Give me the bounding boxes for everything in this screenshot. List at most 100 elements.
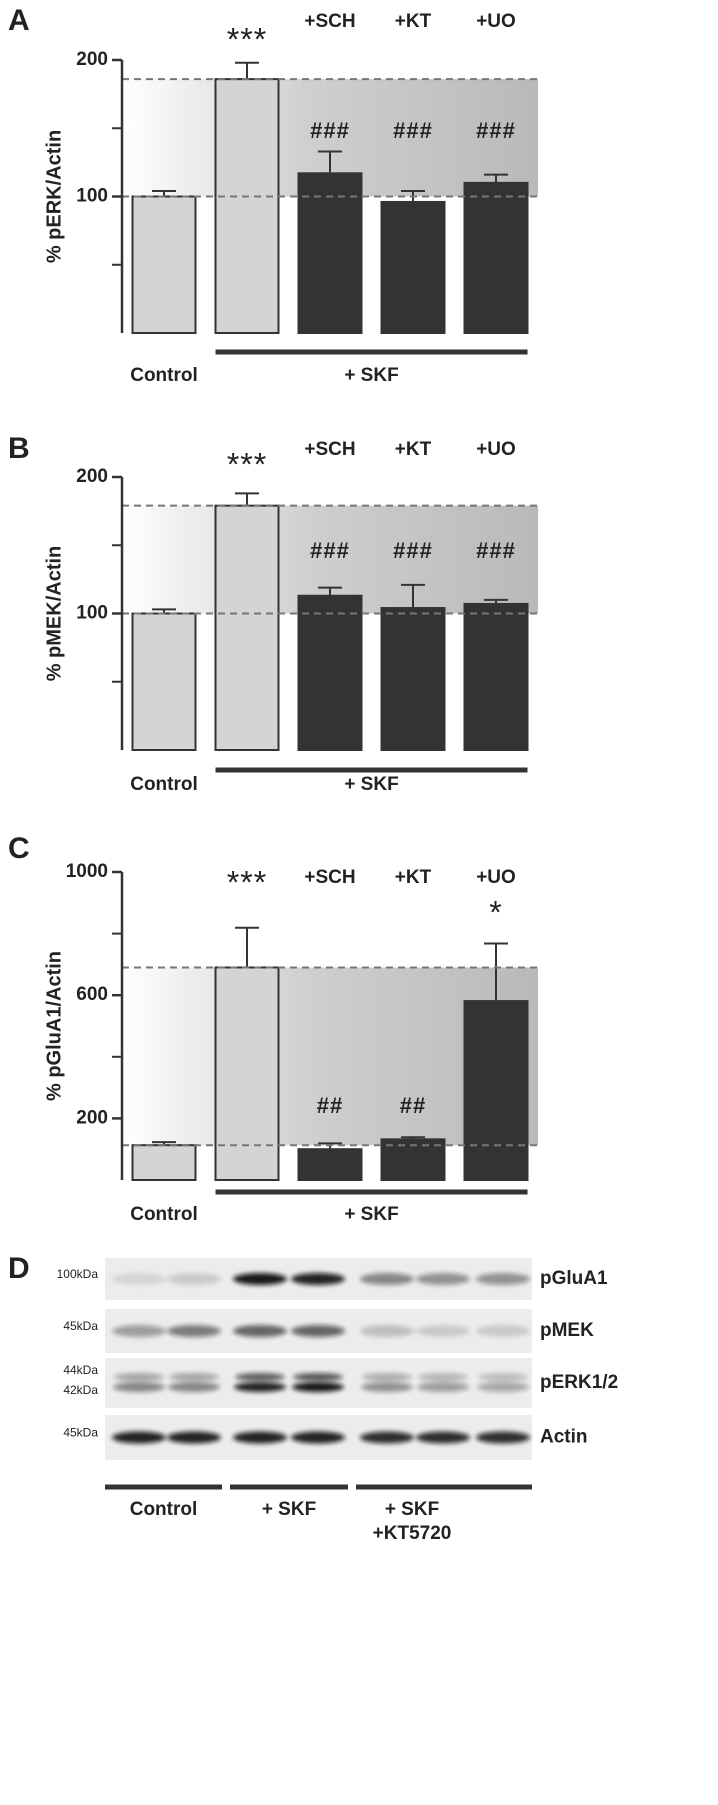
y-tick-label: 100: [76, 603, 108, 624]
bar: [297, 172, 363, 334]
x-label: Control: [130, 365, 198, 386]
blot-band: [361, 1382, 413, 1392]
blot-band: [291, 1431, 345, 1444]
blot-band: [168, 1382, 220, 1392]
y-tick-label: 1000: [66, 861, 108, 882]
blot-band: [476, 1431, 530, 1444]
blot-band: [416, 1325, 470, 1337]
blot-band: [291, 1325, 345, 1337]
group-label: Control: [130, 1499, 198, 1520]
bar: [297, 594, 363, 751]
blot-band: [360, 1273, 414, 1285]
error-bar: [235, 926, 259, 968]
blot-band: [416, 1273, 470, 1285]
bar: [214, 78, 280, 334]
blot-band: [477, 1382, 529, 1392]
significance-label: ***: [227, 446, 267, 482]
column-label: +UO: [476, 11, 516, 32]
group-label: +KT5720: [373, 1523, 452, 1544]
error-bar: [401, 583, 425, 609]
significance-label: ###: [476, 538, 516, 563]
group-label: + SKF: [344, 774, 398, 795]
error-bar: [235, 492, 259, 506]
significance-label: ###: [393, 538, 433, 563]
blot-band: [113, 1382, 165, 1392]
column-label: +SCH: [304, 867, 355, 888]
column-label: +KT: [395, 11, 432, 32]
blot-band: [293, 1373, 343, 1381]
blot-band: [233, 1325, 287, 1337]
blot-row-label: pGluA1: [540, 1268, 608, 1289]
significance-label: ##: [400, 1093, 426, 1118]
y-axis-label: % pGluA1/Actin: [43, 951, 65, 1101]
blot-band: [167, 1325, 221, 1337]
marker-label: 45kDa: [63, 1319, 98, 1333]
blot-band: [234, 1382, 286, 1392]
blot-band: [167, 1431, 221, 1444]
bar: [214, 966, 280, 1181]
error-bar: [484, 942, 508, 1002]
column-label: +KT: [395, 867, 432, 888]
blot-band: [416, 1431, 470, 1444]
blot-row-label: pERK1/2: [540, 1372, 618, 1393]
error-bar: [318, 150, 342, 174]
column-label: +SCH: [304, 11, 355, 32]
panel-letter: C: [8, 832, 30, 865]
blot-band: [418, 1373, 468, 1381]
bar: [131, 195, 197, 334]
panel-letter: A: [8, 4, 30, 37]
y-tick-label: 200: [76, 49, 108, 70]
blot-band: [169, 1373, 219, 1381]
bar: [131, 612, 197, 751]
blot-band: [417, 1382, 469, 1392]
error-bar: [401, 1136, 425, 1140]
blot-band: [360, 1431, 414, 1444]
significance-label: ***: [227, 864, 267, 900]
group-label: + SKF: [385, 1499, 439, 1520]
column-label: +UO: [476, 439, 516, 460]
blot-band: [476, 1273, 530, 1285]
bar: [463, 181, 529, 334]
blot-row-label: pMEK: [540, 1320, 594, 1341]
blot-band: [478, 1373, 528, 1381]
significance-label: ***: [227, 21, 267, 57]
blot-band: [114, 1373, 164, 1381]
x-label: Control: [130, 774, 198, 795]
bar: [380, 607, 446, 751]
blot-band: [112, 1431, 166, 1444]
bar: [463, 602, 529, 751]
blot-band: [291, 1273, 345, 1285]
marker-label: 45kDa: [63, 1426, 98, 1440]
y-tick-label: 100: [76, 186, 108, 207]
blot-row-label: Actin: [540, 1427, 588, 1448]
y-tick-label: 200: [76, 1107, 108, 1128]
y-axis-label: % pERK/Actin: [43, 130, 65, 263]
group-label: + SKF: [344, 1204, 398, 1225]
marker-label: 44kDa: [63, 1363, 98, 1377]
column-label: +UO: [476, 867, 516, 888]
significance-label: ###: [310, 118, 350, 143]
y-tick-label: 200: [76, 466, 108, 487]
blot-band: [292, 1382, 344, 1392]
blot-band: [167, 1273, 221, 1285]
x-label: Control: [130, 1204, 198, 1225]
y-axis-label: % pMEK/Actin: [43, 546, 65, 682]
significance-label: ###: [393, 118, 433, 143]
panel-letter: D: [8, 1252, 30, 1285]
significance-label: ###: [310, 538, 350, 563]
blot-band: [233, 1273, 287, 1285]
bar: [131, 1144, 197, 1182]
blot-band: [476, 1325, 530, 1337]
significance-label: ###: [476, 118, 516, 143]
column-label: +SCH: [304, 439, 355, 460]
bar: [380, 200, 446, 334]
error-bar: [484, 173, 508, 183]
error-bar: [235, 61, 259, 80]
bar: [297, 1148, 363, 1181]
significance-label: ##: [317, 1093, 343, 1118]
bar: [214, 504, 280, 752]
group-label: + SKF: [344, 365, 398, 386]
y-tick-label: 600: [76, 984, 108, 1005]
blot-band: [112, 1325, 166, 1337]
